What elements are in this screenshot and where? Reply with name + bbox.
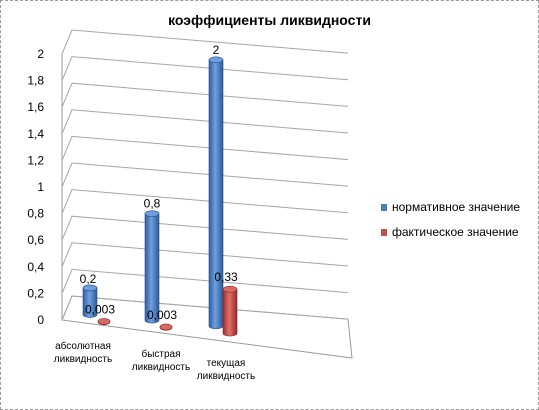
gridline (61, 215, 349, 241)
y-tick-label: 1,4 (27, 127, 44, 141)
y-tick-label: 1,2 (27, 153, 44, 167)
data-label-actual-2: 0,003 (147, 308, 177, 322)
gridline (61, 82, 349, 108)
data-label-actual-1: 0,003 (85, 302, 115, 316)
y-tick-label: 1,6 (27, 100, 44, 114)
gridline (61, 162, 349, 188)
y-tick-label: 2 (37, 47, 44, 61)
bar-actual-1 (97, 318, 111, 326)
bar-actual-2 (159, 323, 173, 331)
bar-normative-1 (82, 284, 98, 318)
y-tick-label: 0 (37, 313, 44, 327)
y-tick-label: 0,8 (27, 207, 44, 221)
gridline (61, 295, 349, 321)
y-tick-label: 1 (37, 180, 44, 194)
gridline (61, 189, 349, 214)
bar-normative-3 (208, 56, 224, 330)
y-tick-label: 0,2 (27, 286, 44, 300)
legend-swatch-2 (381, 229, 387, 236)
legend-label-1: нормативное значение (392, 200, 520, 214)
gridline (61, 135, 349, 161)
data-label-actual-3: 0,33 (214, 270, 238, 284)
gridline (61, 109, 349, 134)
bar-normative-2 (144, 210, 160, 324)
legend-label-2: фактическое значение (392, 225, 519, 239)
data-label-normative-2: 0,8 (144, 197, 161, 211)
gridline (61, 268, 349, 294)
data-label-normative-1: 0,2 (80, 272, 97, 286)
category-label-2: быстрая ликвидность (132, 348, 190, 373)
y-tick-label: 0,6 (27, 233, 44, 247)
bar-actual-3 (222, 285, 238, 337)
legend-swatch-1 (381, 204, 387, 211)
data-label-normative-3: 2 (213, 43, 220, 57)
gridline (61, 29, 349, 55)
chart-title: коэффициенты ликвидности (168, 12, 371, 28)
category-label-3: текущая ликвидность (197, 358, 255, 382)
y-tick-label: 0,4 (27, 260, 44, 274)
y-tick-label: 1,8 (27, 74, 44, 88)
gridline (61, 56, 349, 81)
category-label-1: абсолютная ликвидность (54, 340, 112, 365)
gridline (61, 242, 349, 267)
